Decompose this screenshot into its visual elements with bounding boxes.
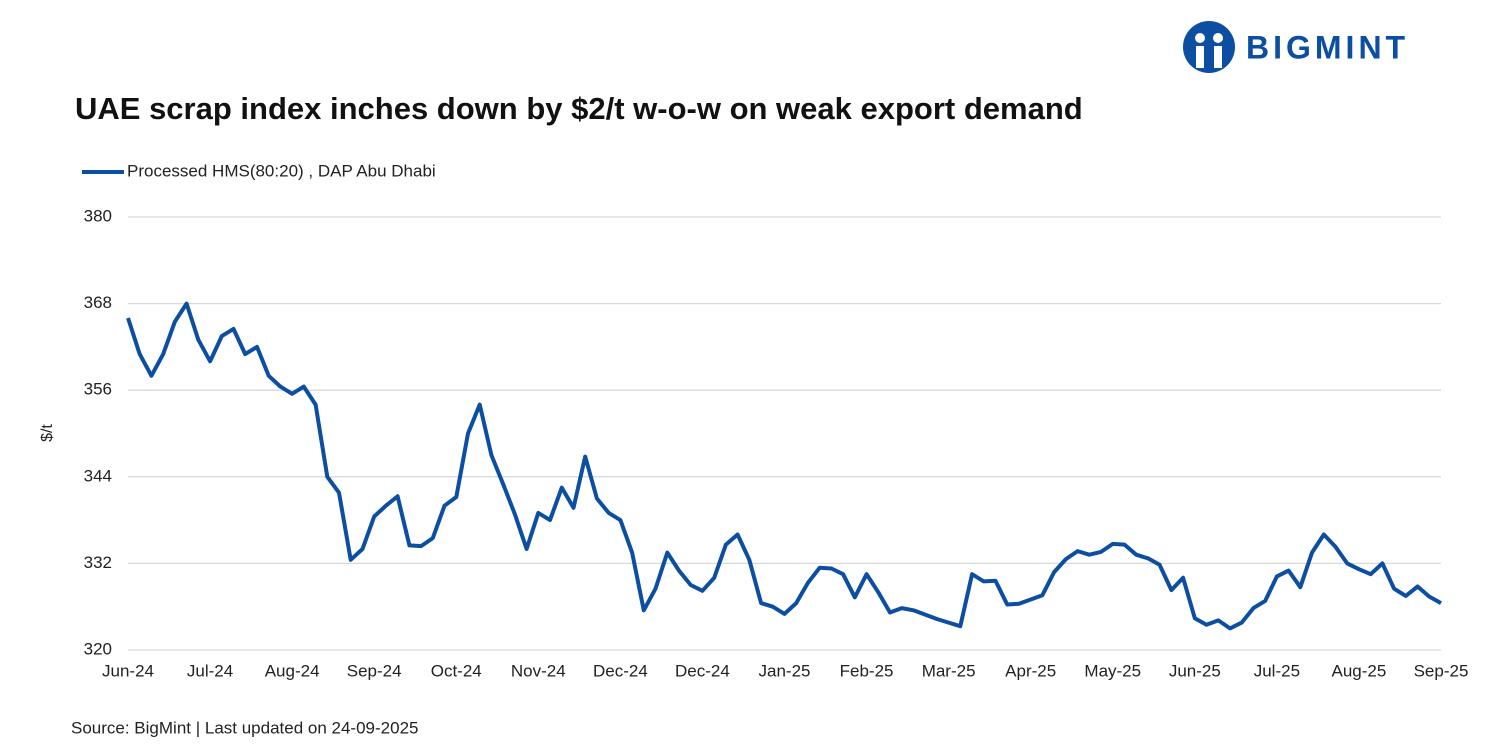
- y-tick-label: 344: [84, 466, 112, 485]
- x-tick-label: Jul-24: [187, 661, 233, 680]
- x-tick-label: Apr-25: [1005, 661, 1056, 680]
- x-tick-label: Jul-25: [1254, 661, 1300, 680]
- logo-icon: [1196, 46, 1204, 68]
- logo-icon: [1183, 21, 1235, 73]
- x-tick-label: Jan-25: [759, 661, 811, 680]
- x-tick-label: Oct-24: [431, 661, 482, 680]
- x-tick-label: Jun-24: [102, 661, 154, 680]
- y-tick-label: 332: [84, 553, 112, 572]
- y-tick-label: 380: [84, 206, 112, 225]
- legend-label: Processed HMS(80:20) , DAP Abu Dhabi: [127, 161, 436, 180]
- x-tick-label: Dec-24: [593, 661, 648, 680]
- y-tick-label: 356: [84, 380, 112, 399]
- y-tick-label: 368: [84, 293, 112, 312]
- logo: BIGMINT: [1183, 21, 1409, 73]
- x-tick-label: Aug-24: [265, 661, 320, 680]
- source: Source: BigMint | Last updated on 24-09-…: [71, 718, 418, 737]
- logo-icon: [1214, 46, 1222, 68]
- x-tick-label: Jun-25: [1169, 661, 1221, 680]
- chart-title: UAE scrap index inches down by $2/t w-o-…: [75, 91, 1083, 126]
- x-tick-label: Feb-25: [840, 661, 894, 680]
- x-tick-label: Sep-25: [1414, 661, 1469, 680]
- data-line: [126, 301, 1442, 631]
- y-axis-label: $/t: [39, 424, 56, 442]
- x-tick-label: Mar-25: [922, 661, 976, 680]
- x-tick-label: Dec-24: [675, 661, 730, 680]
- logo-text: BIGMINT: [1246, 29, 1409, 65]
- x-tick-label: Aug-25: [1332, 661, 1387, 680]
- logo-icon: [1213, 33, 1223, 43]
- x-tick-label: May-25: [1084, 661, 1141, 680]
- y-tick-label: 320: [84, 639, 112, 658]
- x-tick-label: Sep-24: [347, 661, 402, 680]
- x-tick-label: Nov-24: [511, 661, 566, 680]
- logo-icon: [1195, 33, 1205, 43]
